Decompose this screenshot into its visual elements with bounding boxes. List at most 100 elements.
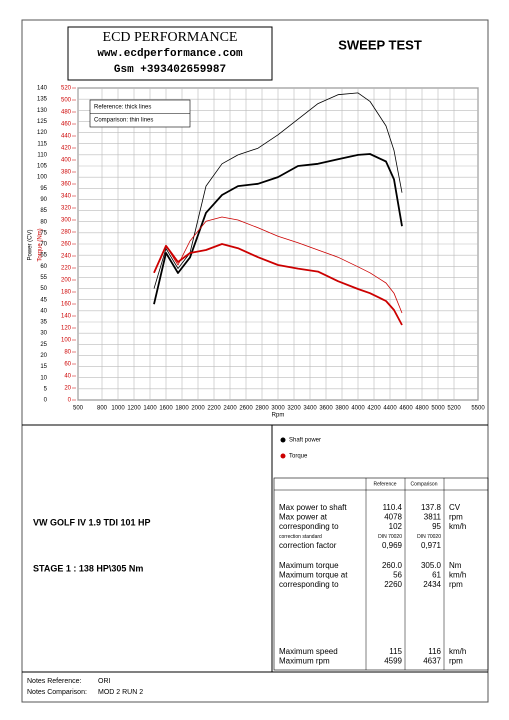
data-line xyxy=(153,243,403,326)
company-box xyxy=(67,26,273,81)
data-line xyxy=(153,153,403,305)
y2-tick-label: 160 xyxy=(61,302,72,308)
unit: rpm xyxy=(449,657,463,666)
y-tick-label: 110 xyxy=(37,152,47,158)
y-tick-label: 40 xyxy=(40,308,47,314)
y-tick-label: 10 xyxy=(40,375,47,381)
x-tick-label: 5200 xyxy=(447,406,461,412)
y2-tick-label: 40 xyxy=(64,374,71,380)
y2-axis-label: Torque (Nm) xyxy=(38,228,44,261)
column-header: Comparison xyxy=(411,481,438,487)
comparison-value: DIN 70020 xyxy=(417,534,441,540)
comparison-value: 3811 xyxy=(424,513,442,522)
unit: km/h xyxy=(449,647,466,656)
x-tick-label: 500 xyxy=(73,406,84,412)
y-tick-label: 55 xyxy=(40,275,47,281)
y2-tick-label: 420 xyxy=(61,146,72,152)
y-tick-label: 80 xyxy=(40,219,47,225)
y-tick-label: 15 xyxy=(40,364,47,370)
unit: rpm xyxy=(449,513,463,522)
y-tick-label: 95 xyxy=(40,186,47,192)
y2-tick-label: 140 xyxy=(61,314,72,320)
company: ECD PERFORMANCE xyxy=(103,30,238,45)
unit: km/h xyxy=(449,571,466,580)
row-label: Maximum torque xyxy=(279,561,339,570)
x-tick-label: 1200 xyxy=(127,406,141,412)
y2-tick-label: 480 xyxy=(61,110,72,116)
x-tick-label: 2800 xyxy=(255,406,269,412)
y-tick-label: 100 xyxy=(37,175,48,181)
reference-value: 56 xyxy=(393,571,402,580)
row-label: Maximum rpm xyxy=(279,657,330,666)
row-label: Maximum speed xyxy=(279,647,338,656)
y-tick-label: 125 xyxy=(37,119,48,125)
x-tick-label: 5500 xyxy=(471,406,485,412)
x-axis-label: Rpm xyxy=(272,413,285,419)
y-tick-label: 45 xyxy=(40,297,47,303)
y-tick-label: 60 xyxy=(40,264,47,270)
reference-value: 115 xyxy=(389,647,402,656)
line-key-label: Reference: thick lines xyxy=(94,105,151,111)
y2-tick-label: 260 xyxy=(61,242,72,248)
y-tick-label: 75 xyxy=(40,230,47,236)
y2-tick-label: 500 xyxy=(61,98,72,104)
x-tick-label: 4600 xyxy=(399,406,413,412)
row-label: Maximum torque at xyxy=(279,571,348,580)
data-line xyxy=(153,216,403,314)
y2-tick-label: 520 xyxy=(61,86,72,92)
y2-tick-label: 460 xyxy=(61,122,72,128)
y2-tick-label: 360 xyxy=(61,182,72,188)
comparison-value: 4637 xyxy=(423,657,441,666)
row-label: correction factor xyxy=(279,541,337,550)
y2-tick-label: 100 xyxy=(61,338,72,344)
y2-tick-label: 220 xyxy=(61,266,72,272)
y-tick-label: 140 xyxy=(37,86,48,92)
row-label: corresponding to xyxy=(279,580,339,589)
data-line xyxy=(153,92,403,289)
line-key-label: Comparison: thin lines xyxy=(94,118,153,124)
x-tick-label: 4200 xyxy=(367,406,381,412)
x-tick-label: 800 xyxy=(97,406,108,412)
y-tick-label: 0 xyxy=(44,398,48,404)
y-tick-label: 85 xyxy=(40,208,47,214)
x-tick-label: 3400 xyxy=(303,406,317,412)
y2-tick-label: 180 xyxy=(61,290,72,296)
comparison-value: 116 xyxy=(428,647,441,656)
y2-tick-label: 400 xyxy=(61,158,72,164)
y2-tick-label: 300 xyxy=(61,218,72,224)
sheet-title: SWEEP TEST xyxy=(338,37,422,52)
vehicle: VW GOLF IV 1.9 TDI 101 HP xyxy=(33,517,151,527)
x-tick-label: 2400 xyxy=(223,406,237,412)
website: www.ecdperformance.com xyxy=(97,48,243,60)
comparison-value: 95 xyxy=(432,522,441,531)
reference-value: 102 xyxy=(389,522,403,531)
x-tick-label: 1000 xyxy=(111,406,125,412)
y-tick-label: 130 xyxy=(37,108,48,114)
column-header: Reference xyxy=(373,481,396,487)
y2-tick-label: 320 xyxy=(61,206,72,212)
y-tick-label: 25 xyxy=(40,342,47,348)
y-tick-label: 20 xyxy=(40,353,47,359)
y-tick-label: 120 xyxy=(37,130,48,136)
unit: rpm xyxy=(449,580,463,589)
y-tick-label: 65 xyxy=(40,253,47,259)
x-tick-label: 2600 xyxy=(239,406,253,412)
legend-label: Shaft power xyxy=(289,438,321,444)
comparison-value: 305.0 xyxy=(421,561,442,570)
comparison-value: 0,971 xyxy=(421,541,442,550)
x-tick-label: 3000 xyxy=(271,406,285,412)
y-tick-label: 50 xyxy=(40,286,47,292)
note-label: Notes Reference: xyxy=(27,678,82,685)
x-tick-label: 1800 xyxy=(175,406,189,412)
y-tick-label: 135 xyxy=(37,97,48,103)
y-tick-label: 90 xyxy=(40,197,47,203)
row-label: correction standard xyxy=(279,534,322,540)
comparison-value: 2434 xyxy=(423,580,441,589)
x-tick-label: 3200 xyxy=(287,406,301,412)
y2-tick-label: 240 xyxy=(61,254,72,260)
reference-value: 0,969 xyxy=(382,541,403,550)
note-value: MOD 2 RUN 2 xyxy=(98,689,143,696)
y-tick-label: 105 xyxy=(37,164,48,170)
unit: CV xyxy=(449,503,461,512)
